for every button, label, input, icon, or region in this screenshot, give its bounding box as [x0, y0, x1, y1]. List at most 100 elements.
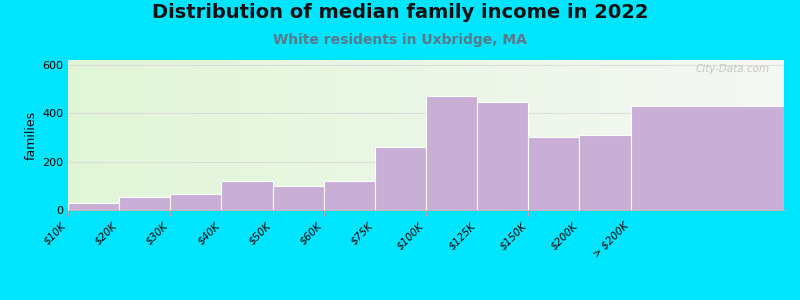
Bar	[182, 60, 186, 210]
Bar	[719, 60, 723, 210]
Bar	[333, 60, 337, 210]
Bar	[379, 60, 383, 210]
Bar	[623, 60, 626, 210]
Bar	[583, 60, 587, 210]
Bar	[204, 60, 208, 210]
Bar	[282, 60, 286, 210]
Bar	[119, 197, 170, 210]
Bar	[294, 60, 297, 210]
Bar	[426, 60, 430, 210]
Bar	[644, 60, 648, 210]
Bar	[265, 60, 269, 210]
Bar	[315, 60, 318, 210]
Bar	[405, 60, 408, 210]
Bar	[634, 60, 638, 210]
Bar	[126, 60, 129, 210]
Bar	[273, 186, 324, 210]
Bar	[68, 203, 119, 210]
Bar	[322, 60, 326, 210]
Bar	[655, 60, 658, 210]
Bar	[222, 60, 226, 210]
Bar	[619, 60, 623, 210]
Bar	[515, 60, 519, 210]
Bar	[354, 60, 358, 210]
Bar	[71, 60, 75, 210]
Bar	[415, 60, 419, 210]
Bar	[759, 60, 762, 210]
Bar	[490, 60, 494, 210]
Bar	[412, 60, 415, 210]
Bar	[480, 60, 483, 210]
Bar	[208, 60, 211, 210]
Bar	[648, 60, 651, 210]
Text: City-Data.com: City-Data.com	[695, 64, 770, 74]
Bar	[476, 60, 480, 210]
Bar	[473, 60, 476, 210]
Bar	[398, 60, 401, 210]
Bar	[762, 60, 766, 210]
Bar	[122, 60, 126, 210]
Bar	[616, 60, 619, 210]
Bar	[483, 60, 487, 210]
Bar	[82, 60, 86, 210]
Bar	[226, 60, 229, 210]
Bar	[684, 60, 687, 210]
Bar	[269, 60, 272, 210]
Bar	[214, 60, 218, 210]
Bar	[508, 60, 512, 210]
Bar	[330, 60, 333, 210]
Bar	[362, 60, 365, 210]
Bar	[129, 60, 133, 210]
Bar	[297, 60, 301, 210]
Bar	[487, 60, 490, 210]
Bar	[677, 60, 680, 210]
Bar	[422, 60, 426, 210]
Bar	[447, 60, 451, 210]
Bar	[576, 60, 580, 210]
Bar	[179, 60, 182, 210]
Bar	[444, 60, 447, 210]
Bar	[194, 60, 197, 210]
Bar	[276, 60, 279, 210]
Bar	[770, 60, 774, 210]
Bar	[93, 60, 97, 210]
Bar	[286, 60, 290, 210]
Bar	[687, 60, 691, 210]
Bar	[133, 60, 136, 210]
Bar	[279, 60, 283, 210]
Bar	[734, 60, 738, 210]
Bar	[694, 60, 698, 210]
Bar	[136, 60, 139, 210]
Bar	[598, 60, 602, 210]
Bar	[243, 60, 247, 210]
Bar	[555, 60, 558, 210]
Bar	[741, 60, 745, 210]
Bar	[172, 60, 175, 210]
Bar	[308, 60, 311, 210]
Bar	[526, 60, 530, 210]
Bar	[738, 60, 741, 210]
Bar	[401, 60, 405, 210]
Bar	[662, 60, 666, 210]
Bar	[394, 60, 398, 210]
Bar	[544, 60, 548, 210]
Bar	[90, 60, 93, 210]
Bar	[573, 60, 576, 210]
Bar	[75, 60, 78, 210]
Bar	[590, 60, 594, 210]
Bar	[612, 60, 616, 210]
Bar	[143, 60, 146, 210]
Bar	[254, 60, 258, 210]
Bar	[501, 60, 505, 210]
Bar	[211, 60, 214, 210]
Bar	[609, 60, 612, 210]
Bar	[419, 60, 422, 210]
Bar	[111, 60, 114, 210]
Bar	[247, 60, 250, 210]
Bar	[161, 60, 165, 210]
Bar	[602, 60, 605, 210]
Bar	[158, 60, 161, 210]
Bar	[566, 60, 569, 210]
Bar	[440, 60, 444, 210]
Bar	[170, 194, 222, 210]
